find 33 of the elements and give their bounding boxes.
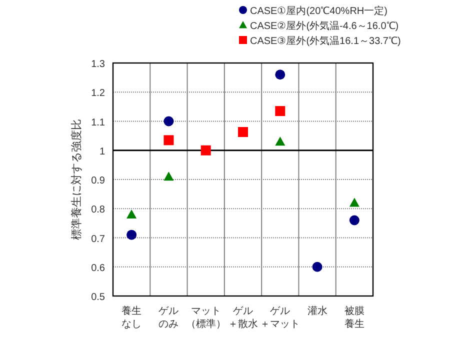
point bbox=[164, 172, 174, 181]
legend-label: CASE①屋内(20℃40%RH一定) bbox=[250, 5, 388, 17]
y-tick-label: 0.8 bbox=[91, 204, 106, 216]
point bbox=[275, 106, 286, 116]
x-tick-label: マット（標準） bbox=[186, 306, 226, 330]
point bbox=[312, 262, 322, 272]
point bbox=[126, 230, 137, 240]
x-tick-label: 養生なし bbox=[122, 305, 142, 330]
y-tick-label: 0.9 bbox=[91, 176, 106, 186]
y-tick-label: 0.7 bbox=[91, 234, 106, 245]
point bbox=[275, 70, 286, 80]
legend-label: CASE③屋外(外気温16.1～33.7℃) bbox=[250, 35, 401, 47]
point bbox=[164, 116, 174, 126]
x-tick-label: ゲル＋散水 bbox=[228, 306, 258, 330]
point bbox=[275, 136, 286, 146]
point bbox=[238, 127, 248, 138]
y-tick-label: 1 bbox=[99, 146, 106, 158]
y-tick-label: 0.5 bbox=[91, 292, 106, 303]
legend-label: CASE②屋外(外気温-4.6～16.0℃) bbox=[250, 20, 399, 32]
y-tick-label: 1.1 bbox=[91, 117, 106, 128]
x-tick-label: 灌水 bbox=[307, 305, 328, 317]
point bbox=[200, 145, 211, 156]
y-tick-label: 0.6 bbox=[91, 262, 106, 274]
point bbox=[164, 135, 174, 146]
point bbox=[349, 198, 360, 207]
point bbox=[349, 215, 360, 226]
x-tick-label: 被膜養生 bbox=[344, 305, 364, 330]
y-axis-title: 標準養生に対する強度比 bbox=[70, 119, 83, 240]
x-tick-label: ゲル＋マット bbox=[260, 306, 300, 330]
point bbox=[126, 209, 137, 218]
y-tick-label: 1.3 bbox=[91, 59, 106, 70]
x-tick-label: ゲルのみ bbox=[158, 306, 179, 330]
y-tick-label: 1.2 bbox=[91, 88, 106, 100]
